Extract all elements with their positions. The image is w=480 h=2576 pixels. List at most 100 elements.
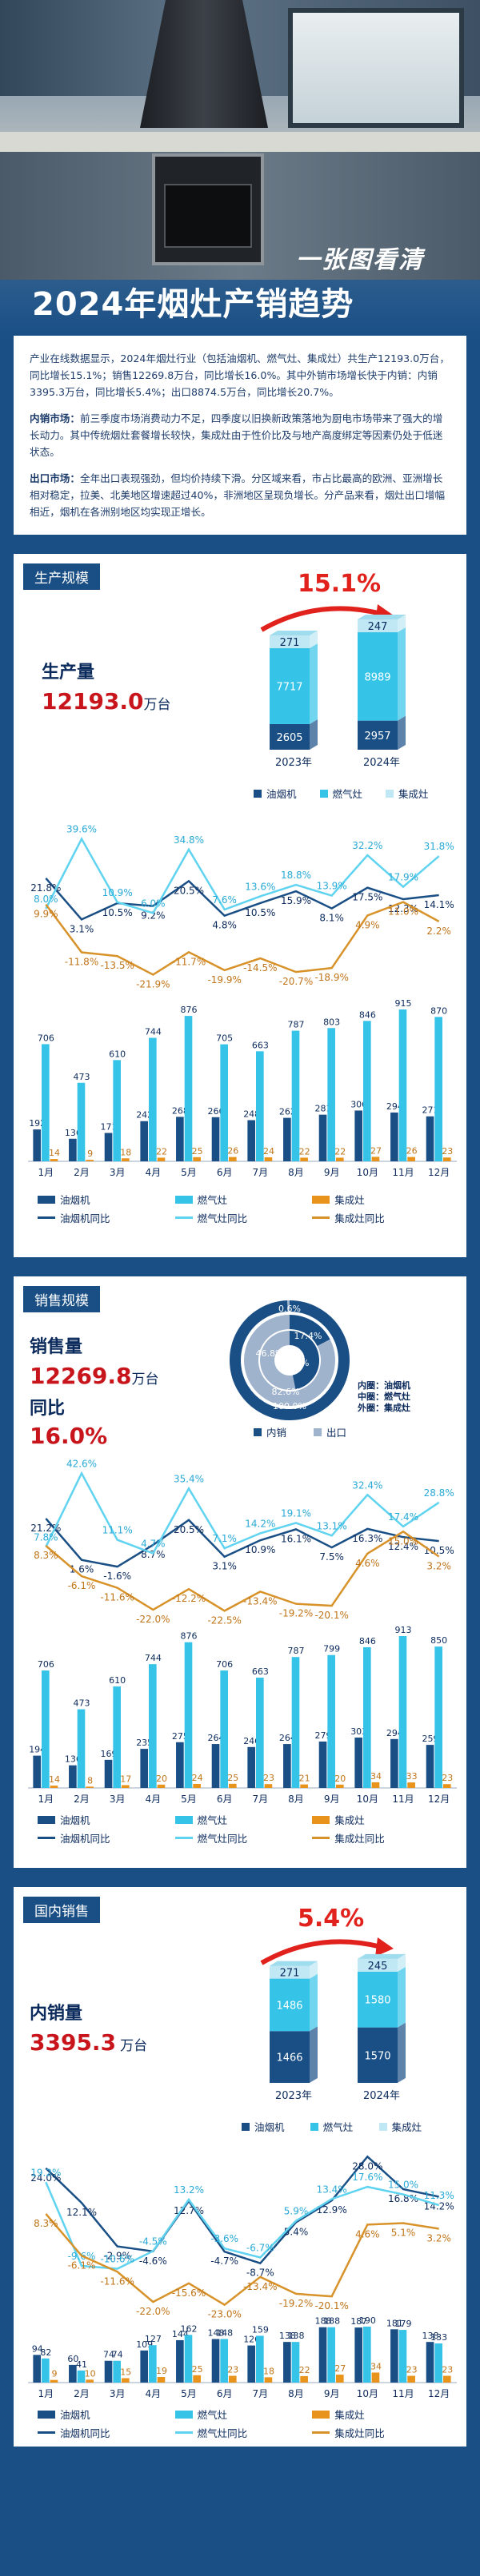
bar-value-label: 915 bbox=[395, 998, 412, 1009]
legend-integrated-bar: 集成灶 bbox=[334, 2409, 365, 2421]
donut-label: 53.2% bbox=[282, 1358, 310, 1368]
line-value-label: 7.1% bbox=[212, 1533, 237, 1544]
bar-hood bbox=[354, 1737, 363, 1788]
sales-tab: 销售规模 bbox=[22, 1284, 102, 1314]
line-value-label: -6.1% bbox=[68, 2259, 96, 2271]
bar-stove bbox=[220, 1670, 228, 1788]
stack-top bbox=[270, 631, 318, 636]
stove-bar-icon bbox=[174, 2410, 193, 2419]
bar-value-label: 850 bbox=[430, 1635, 447, 1646]
line-value-label: 4.6% bbox=[355, 1558, 380, 1569]
x-tick-label: 7月 bbox=[253, 2388, 269, 2399]
line-value-label: 31.8% bbox=[424, 841, 454, 852]
stack-side-hood bbox=[398, 2022, 406, 2083]
hood-line-icon bbox=[38, 1837, 55, 1839]
bar-integrated bbox=[407, 1157, 415, 1161]
line-value-label: -11.7% bbox=[172, 956, 206, 967]
stack-segment-stove bbox=[270, 648, 310, 724]
legend-export: 出口 bbox=[326, 1427, 347, 1439]
line-value-label: 3.2% bbox=[426, 2232, 451, 2244]
bar-value-label: 17 bbox=[120, 1774, 131, 1784]
bar-hood bbox=[69, 1765, 77, 1788]
bar-value-label: 34 bbox=[370, 2361, 382, 2371]
x-tick-label: 9月 bbox=[324, 1794, 340, 1805]
bar-value-label: 242 bbox=[136, 1110, 153, 1121]
stack-label-hood: 1466 bbox=[276, 2052, 302, 2064]
bar-integrated bbox=[264, 1157, 273, 1161]
bar-value-label: 294 bbox=[386, 1101, 403, 1112]
sales-label: 销售量 bbox=[30, 1337, 83, 1357]
donut-label: 100.0% bbox=[273, 1401, 306, 1411]
legend-hood: 油烟机 bbox=[266, 788, 297, 800]
bar-value-label: 610 bbox=[109, 1675, 126, 1686]
x-tick-label: 6月 bbox=[217, 2388, 233, 2399]
bar-stove bbox=[149, 2345, 157, 2383]
legend-stove: 燃气灶 bbox=[332, 788, 363, 800]
x-tick-label: 8月 bbox=[288, 2388, 304, 2399]
line-value-label: -22.0% bbox=[136, 1614, 170, 1625]
line-stove-yoy bbox=[45, 836, 440, 914]
x-tick-label: 5月 bbox=[181, 1794, 197, 1805]
line-value-label: -1.6% bbox=[103, 1571, 131, 1582]
bar-value-label: 262 bbox=[279, 1107, 296, 1117]
line-value-label: 13.1% bbox=[317, 1520, 347, 1531]
stack-label-hood: 2957 bbox=[364, 731, 390, 743]
domestic-swatch-icon bbox=[254, 1427, 262, 1436]
hood-bar-icon bbox=[38, 1195, 55, 1204]
line-value-label: 17.9% bbox=[388, 872, 418, 883]
hero-subtitle: 一张图看清 bbox=[296, 246, 424, 274]
x-tick-label: 12月 bbox=[428, 1794, 450, 1805]
bar-integrated bbox=[86, 2379, 94, 2383]
sales-unit: 万台 bbox=[131, 1372, 159, 1388]
domestic-value: 3395.3 bbox=[30, 2029, 117, 2056]
line-integrated-yoy bbox=[45, 1530, 440, 1612]
stack-top bbox=[358, 1953, 406, 1959]
bar-hood bbox=[390, 2329, 398, 2383]
bar-value-label: 41 bbox=[76, 2359, 87, 2370]
bar-value-label: 9 bbox=[51, 2369, 57, 2379]
bar-value-label: 23 bbox=[442, 1146, 453, 1157]
bar-stove bbox=[113, 2360, 121, 2383]
stack-year-label: 2024年 bbox=[363, 757, 400, 769]
line-value-label: 10.9% bbox=[102, 887, 133, 898]
line-value-label: 11.0% bbox=[388, 906, 418, 918]
integrated-bar-icon bbox=[312, 1815, 330, 1824]
hood-line-icon bbox=[38, 2431, 55, 2434]
line-value-label: 17.4% bbox=[388, 1511, 418, 1523]
donut-domestic-ring-0 bbox=[289, 1331, 319, 1390]
bar-value-label: 706 bbox=[38, 1659, 54, 1670]
bar-integrated bbox=[50, 1786, 58, 1788]
bar-integrated bbox=[335, 2375, 344, 2383]
stack-label-integrated: 245 bbox=[368, 1961, 388, 1973]
bar-integrated bbox=[193, 1784, 201, 1788]
x-tick-label: 5月 bbox=[181, 2388, 197, 2399]
line-value-label: 9.9% bbox=[34, 909, 58, 920]
stack-side-integrated bbox=[310, 631, 318, 649]
integrated-line-icon bbox=[312, 1216, 330, 1219]
bar-value-label: 148 bbox=[208, 2327, 225, 2338]
bar-stove bbox=[42, 2358, 50, 2383]
donut-domestic-ring-2 bbox=[230, 1300, 350, 1420]
stack-label-stove: 1580 bbox=[364, 1995, 390, 2007]
stack-segment-integrated bbox=[358, 619, 398, 633]
bar-stove bbox=[42, 1670, 50, 1788]
bar-integrated bbox=[407, 2375, 415, 2383]
stack-side-integrated bbox=[310, 1961, 318, 1979]
growth-arrow bbox=[260, 1939, 382, 1965]
bar-stove bbox=[42, 1044, 50, 1161]
line-value-label: -12.2% bbox=[172, 1593, 206, 1604]
bar-value-label: 74 bbox=[112, 2350, 123, 2360]
bar-value-label: 27 bbox=[334, 2363, 346, 2374]
line-value-label: -4.7% bbox=[210, 2255, 238, 2267]
line-value-label: 8.3% bbox=[34, 2218, 58, 2229]
line-value-label: 32.2% bbox=[352, 840, 382, 851]
line-value-label: -20.7% bbox=[279, 976, 313, 987]
bar-integrated bbox=[371, 1782, 380, 1788]
bar-hood bbox=[33, 1755, 42, 1788]
integrated-bar-icon bbox=[312, 1195, 330, 1204]
bar-value-label: 27 bbox=[370, 1145, 382, 1156]
donut-label: 46.8% bbox=[256, 1348, 284, 1359]
bar-value-label: 144 bbox=[172, 2329, 189, 2339]
sales-card: 销售规模 销售量 12269.8万台 同比 16.0% 0.6% 17.4% 46.… bbox=[14, 1276, 466, 1868]
stack-top bbox=[358, 615, 406, 620]
